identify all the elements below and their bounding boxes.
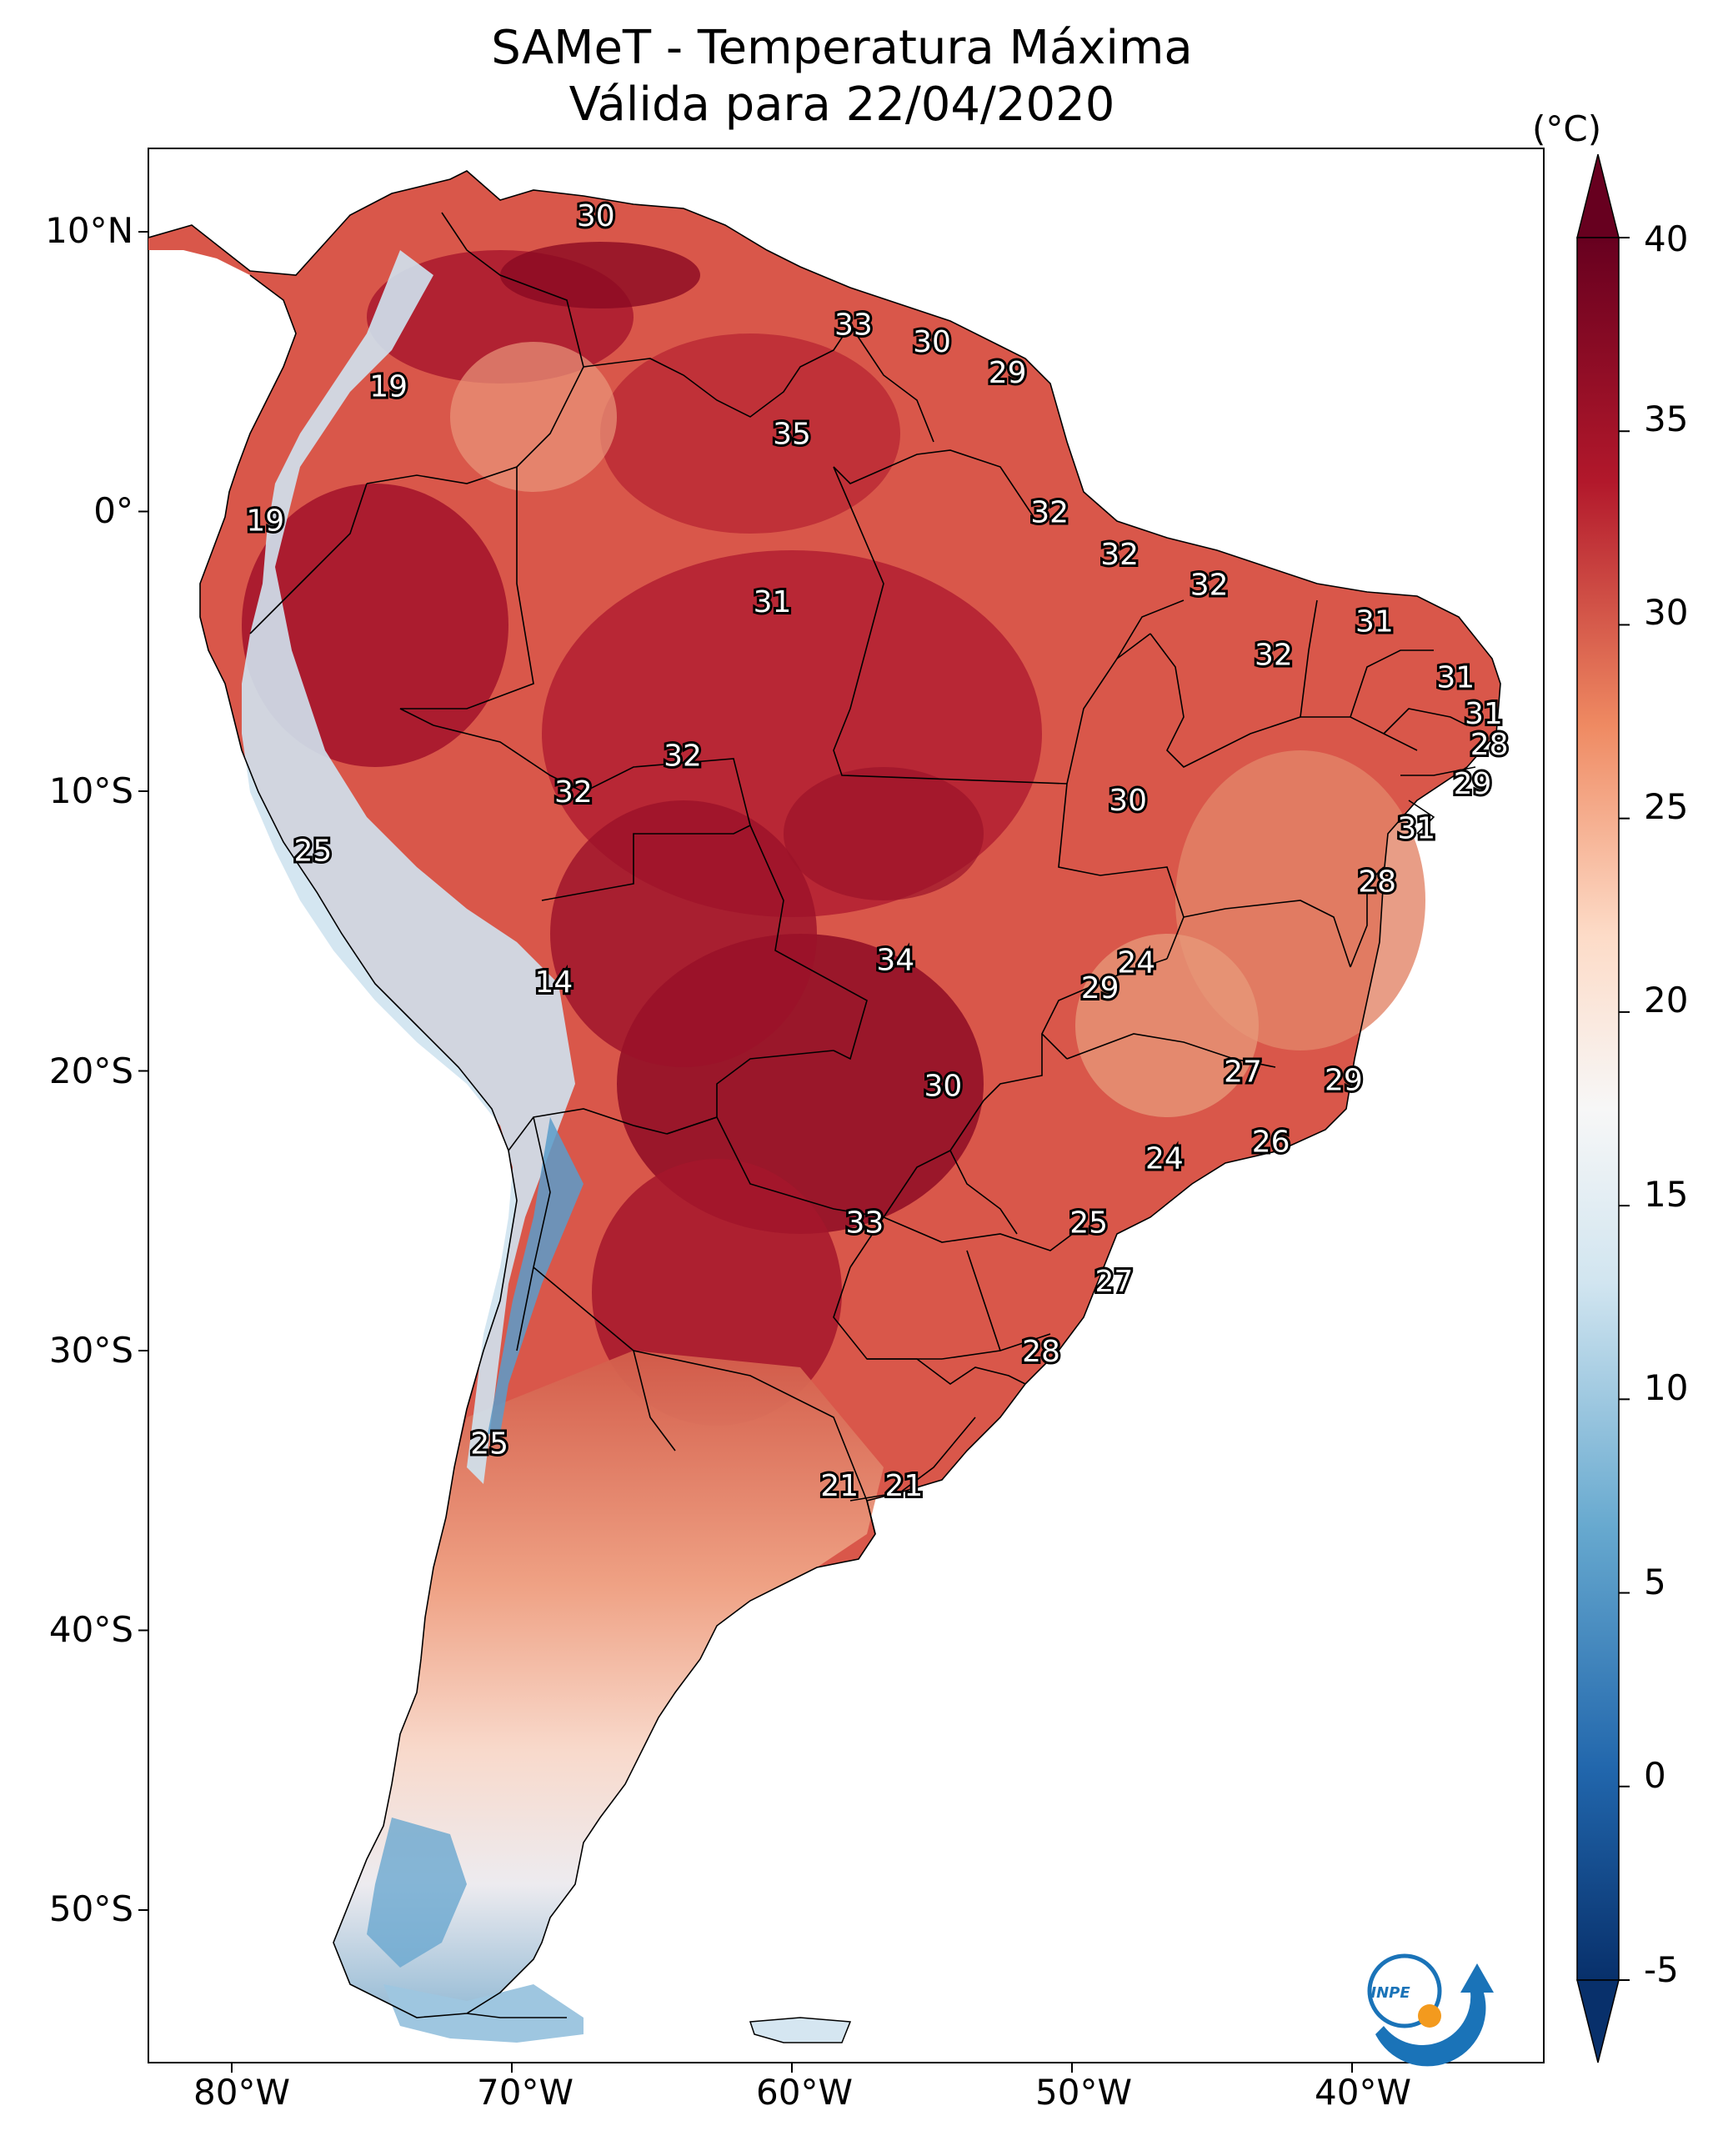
temperature-label: 34: [876, 943, 914, 977]
lon-tick-70w: 70°W: [477, 2072, 573, 2113]
temperature-label: 19: [246, 504, 284, 539]
colorbar-tick-10: 10: [1644, 1367, 1689, 1408]
inpe-logo: INPE: [1367, 1953, 1494, 2067]
logo-text: INPE: [1370, 1984, 1410, 2002]
temperature-label: 21: [884, 1469, 923, 1503]
colorbar-tick-40: 40: [1644, 218, 1689, 259]
colorbar-tick-15: 15: [1644, 1174, 1689, 1215]
temperature-label: 29: [1325, 1064, 1363, 1098]
colorbar-tick-minus5: -5: [1644, 1949, 1679, 1990]
temperature-label: 28: [1470, 728, 1509, 762]
temperature-label: 29: [1081, 971, 1119, 1005]
temperature-label: 25: [470, 1427, 508, 1462]
temperature-label: 35: [773, 418, 811, 452]
temperature-label: 28: [1022, 1335, 1060, 1369]
andes-cold-strip: [242, 250, 575, 1484]
temperature-label: 24: [1117, 946, 1155, 980]
map-subtitle: Válida para 22/04/2020: [568, 78, 1115, 132]
temperature-label: 32: [1030, 496, 1069, 530]
colorbar-min-arrow: [1576, 1979, 1620, 2063]
temperature-label: 24: [1145, 1142, 1184, 1176]
lat-tick-30s: 30°S: [48, 1330, 133, 1371]
lat-tick-20s: 20°S: [48, 1050, 133, 1091]
temperature-label: 19: [369, 370, 408, 404]
temperature-label: 32: [1100, 538, 1139, 572]
temperature-label: 14: [534, 965, 573, 1000]
colorbar-tick-30: 30: [1644, 592, 1689, 633]
temperature-label: 31: [1465, 697, 1503, 731]
lat-tick-40s: 40°S: [48, 1609, 133, 1650]
temperature-label: 31: [754, 585, 792, 619]
borders: [148, 170, 1501, 2018]
temperature-label: 26: [1252, 1125, 1290, 1159]
temperature-label: 30: [913, 325, 951, 359]
map-title: SAMeT - Temperatura Máxima: [491, 21, 1193, 75]
lon-tick-80w: 80°W: [193, 2072, 290, 2113]
lon-tick-40w: 40°W: [1315, 2072, 1411, 2113]
temperature-label: 25: [1069, 1206, 1108, 1241]
lon-tick-60w: 60°W: [756, 2072, 853, 2113]
temperature-label: 32: [1255, 639, 1293, 673]
colorbar-tick-5: 5: [1644, 1562, 1666, 1602]
colorbar-tick-25: 25: [1644, 786, 1689, 827]
lat-tick-0: 0°: [93, 490, 133, 531]
continent: [148, 171, 1500, 2043]
temperature-label: 27: [1094, 1265, 1133, 1299]
temperature-label: 31: [1436, 660, 1475, 694]
lat-tick-10s: 10°S: [48, 770, 133, 811]
temperature-label: 32: [664, 739, 702, 773]
temperature-label: 29: [1454, 767, 1492, 801]
lat-tick-50s: 50°S: [48, 1888, 133, 1929]
lat-tick-10n: 10°N: [45, 210, 133, 251]
temperature-label: 28: [1358, 865, 1396, 899]
temperature-label: 25: [293, 835, 332, 869]
colorbar-tick-0: 0: [1644, 1755, 1666, 1796]
temperature-label: 30: [1109, 784, 1147, 818]
colorbar-tick-20: 20: [1644, 980, 1689, 1020]
colorbar-max-arrow: [1576, 153, 1620, 238]
lon-tick-50w: 50°W: [1035, 2072, 1132, 2113]
temperature-label: 29: [989, 356, 1027, 390]
colorbar-bar: [1576, 237, 1620, 1981]
colorbar-tick-35: 35: [1644, 399, 1689, 439]
temperature-label: 30: [577, 199, 615, 233]
temperature-label: 21: [820, 1469, 859, 1503]
temperature-label: 30: [924, 1069, 962, 1103]
colorbar: [1576, 153, 1630, 2063]
temperature-label: 31: [1397, 812, 1435, 846]
temperature-label: 33: [845, 1206, 884, 1241]
colorbar-unit: (°C): [1532, 108, 1602, 149]
temperature-label: 31: [1355, 604, 1394, 639]
temperature-label: 27: [1224, 1055, 1262, 1090]
temperature-label: 33: [834, 308, 873, 343]
temperature-label: 32: [1190, 569, 1229, 603]
temperature-label: 32: [554, 775, 593, 810]
